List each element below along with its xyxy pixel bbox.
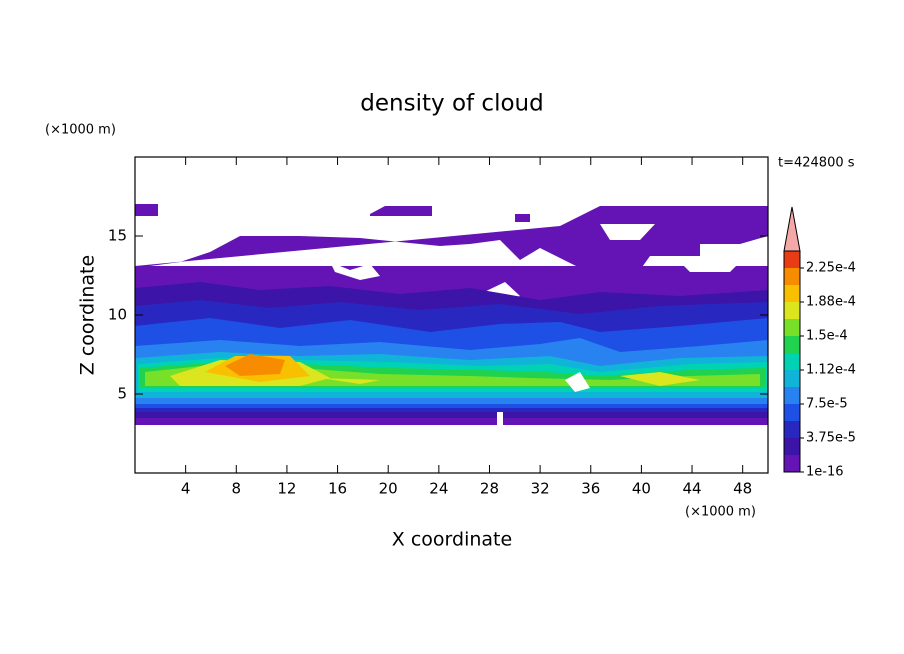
x-tick-label: 48 <box>733 480 752 498</box>
y-tick-label: 10 <box>108 306 127 324</box>
y-tick-label: 15 <box>108 227 127 245</box>
colorbar-tick-label: 2.25e-4 <box>806 261 856 276</box>
colorbar-band <box>784 370 800 387</box>
y-unit: (×1000 m) <box>45 123 116 138</box>
x-tick-label: 16 <box>328 480 347 498</box>
time-label: t=424800 s <box>778 156 855 171</box>
colorbar-band <box>784 251 800 268</box>
contour-field <box>135 204 768 425</box>
colorbar-tick-label: 1.5e-4 <box>806 329 848 344</box>
x-tick-label: 20 <box>379 480 398 498</box>
colorbar-band <box>784 285 800 302</box>
colorbar-band <box>784 455 800 472</box>
y-axis-label: Z coordinate <box>77 255 99 375</box>
colorbar-band <box>784 438 800 455</box>
x-tick-label: 44 <box>682 480 701 498</box>
colorbar-extension <box>783 206 801 252</box>
colorbar-tick-label: 1.88e-4 <box>806 295 856 310</box>
x-tick-label: 40 <box>632 480 651 498</box>
colorbar-band <box>784 319 800 336</box>
colorbar-frame <box>783 251 801 473</box>
colorbar-band <box>784 336 800 353</box>
colorbar-tick-label: 3.75e-5 <box>806 431 856 446</box>
x-tick-label: 24 <box>429 480 448 498</box>
x-tick-label: 28 <box>480 480 499 498</box>
colorbar-band <box>784 353 800 370</box>
colorbar-band <box>784 268 800 285</box>
colorbar-band <box>784 302 800 319</box>
colorbar-band <box>784 387 800 404</box>
colorbar-band <box>784 404 800 421</box>
x-unit: (×1000 m) <box>685 505 756 520</box>
x-tick-label: 8 <box>232 480 242 498</box>
x-tick-label: 36 <box>581 480 600 498</box>
colorbar-tick-label: 1e-16 <box>806 465 844 480</box>
colorbar-band <box>784 421 800 438</box>
x-axis-label: X coordinate <box>392 529 512 551</box>
x-tick-label: 32 <box>531 480 550 498</box>
colorbar-tick-label: 1.12e-4 <box>806 363 856 378</box>
x-tick-label: 4 <box>181 480 191 498</box>
y-tick-label: 5 <box>117 385 127 403</box>
x-tick-label: 12 <box>277 480 296 498</box>
chart-title: density of cloud <box>360 91 543 117</box>
colorbar-tick-label: 7.5e-5 <box>806 397 848 412</box>
